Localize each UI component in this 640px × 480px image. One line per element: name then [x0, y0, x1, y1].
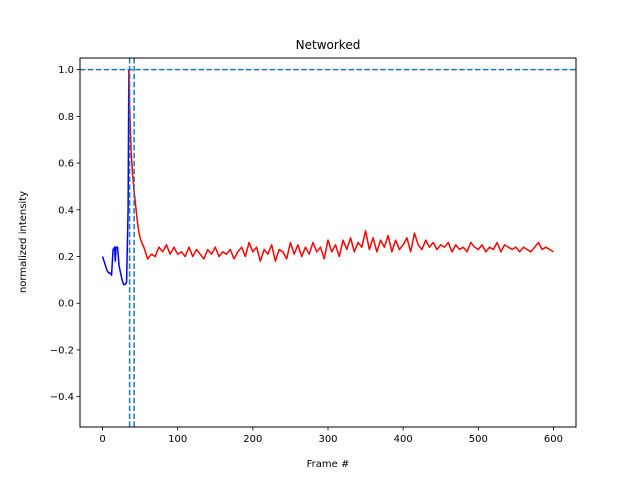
chart-title: Networked	[296, 38, 361, 52]
x-axis-label: Frame #	[307, 459, 350, 470]
x-tick-label: 0	[99, 434, 105, 445]
x-tick-label: 100	[168, 434, 187, 445]
y-tick-label: −0.4	[50, 392, 74, 403]
plot-area	[80, 58, 576, 427]
y-tick-label: 0.8	[58, 112, 74, 123]
y-tick-label: 0.4	[58, 205, 74, 216]
y-tick-label: 0.6	[58, 159, 74, 170]
series-line-0	[101, 69, 130, 286]
y-tick-label: 0.2	[58, 252, 74, 263]
x-tick-label: 600	[544, 434, 563, 445]
ticks: 0 100 200 300 400 500 600 −0.4 −0.2 0.0 0.2 0.4 0.6 0…	[50, 65, 563, 445]
y-tick-label: 1.0	[58, 65, 74, 76]
y-axis-label: normalized intensity	[18, 191, 29, 293]
series-line-1	[128, 69, 554, 262]
x-tick-label: 200	[243, 434, 262, 445]
x-tick-label: 500	[469, 434, 488, 445]
x-tick-label: 400	[394, 434, 413, 445]
x-tick-label: 300	[318, 434, 337, 445]
y-tick-label: −0.2	[50, 345, 74, 356]
y-tick-label: 0.0	[58, 299, 74, 310]
